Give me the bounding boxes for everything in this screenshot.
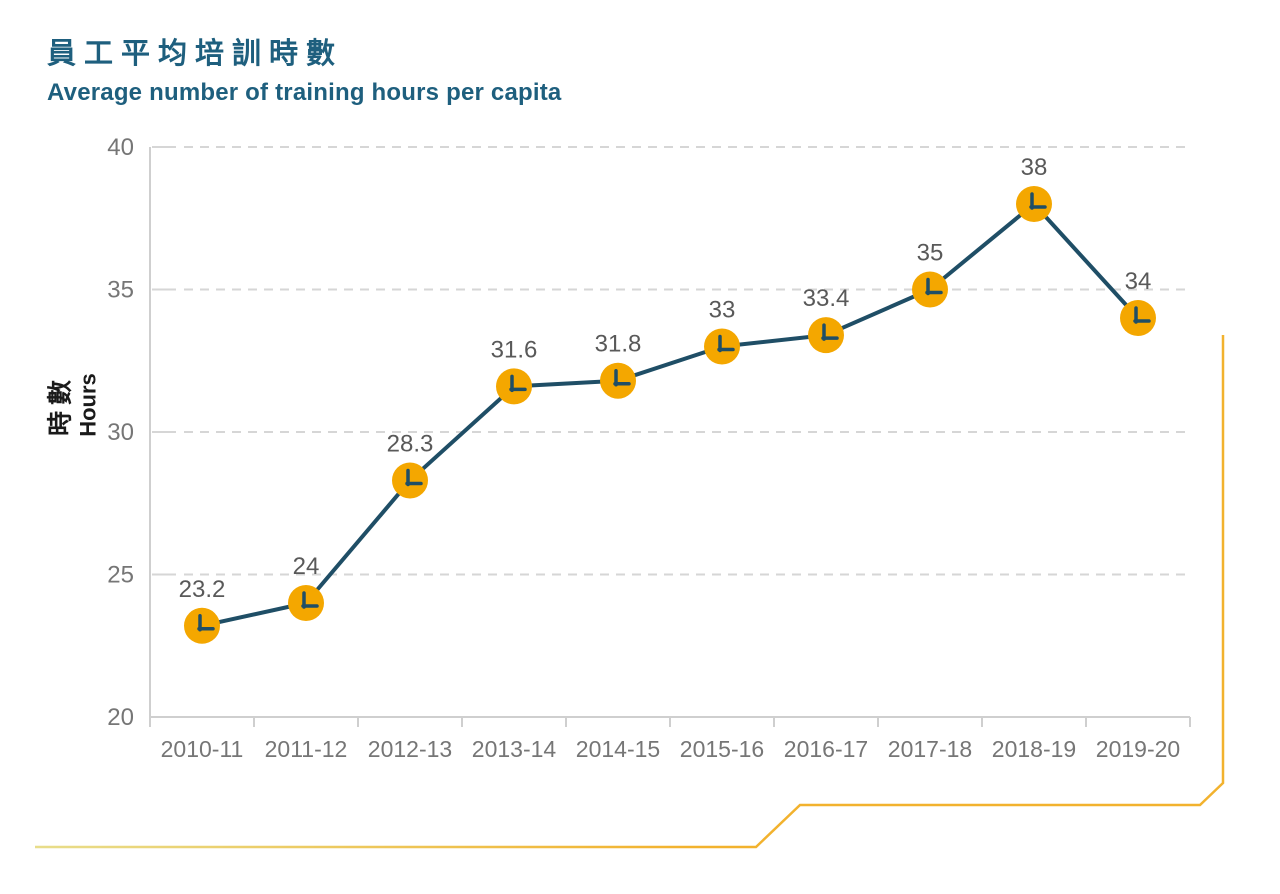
x-tick-label: 2017-18 [888,736,972,762]
data-point-marker [1016,186,1052,222]
data-label: 31.6 [491,336,538,363]
data-point-marker [808,317,844,354]
page-title-zh: 員工平均培訓時數 [47,38,344,70]
data-point-marker [184,607,220,644]
clock-icon [197,614,215,632]
x-tick-label: 2011-12 [265,736,348,762]
x-tick-label: 2019-20 [1096,736,1180,762]
clock-icon [613,368,631,387]
x-tick-label: 2015-16 [680,736,764,762]
clock-icon [821,323,839,341]
y-tick-label: 30 [107,419,134,446]
data-point-marker [288,585,324,621]
data-label: 23.2 [179,576,226,603]
data-label: 33 [709,297,736,324]
clock-icon [925,277,943,296]
data-label: 33.4 [803,285,850,312]
data-point-marker [704,328,740,365]
y-tick-label: 20 [107,704,134,731]
decorative-gold-line [35,335,1225,849]
x-tick-label: 2018-19 [992,736,1076,762]
clock-icon [509,374,527,393]
x-tick-label: 2012-13 [368,736,452,762]
data-label: 31.8 [595,331,642,358]
y-tick-label: 25 [107,562,134,589]
data-label: 24 [293,553,320,580]
clock-icon [301,591,319,609]
clock-icon [1133,306,1151,324]
y-tick-label: 35 [107,277,134,304]
x-tick-label: 2014-15 [576,736,660,762]
clock-icon [405,468,423,487]
data-label: 38 [1021,154,1048,181]
clock-icon [717,334,735,353]
data-point-marker [392,462,428,499]
page-title-en: Average number of training hours per cap… [47,79,562,107]
x-tick-label: 2010-11 [161,736,244,762]
data-point-marker [600,362,636,399]
y-tick-label: 40 [107,134,134,161]
data-label: 34 [1125,268,1152,295]
chart-header: 員工平均培訓時數 Average number of training hour… [47,38,561,107]
data-point-marker [912,271,948,308]
x-tick-label: 2016-17 [784,736,868,762]
data-point-marker [496,368,532,405]
data-point-marker [1120,300,1156,336]
x-tick-label: 2013-14 [472,736,557,762]
data-label: 35 [917,240,944,267]
clock-icon [1029,192,1047,210]
data-label: 28.3 [387,430,434,457]
data-line [201,202,1140,628]
